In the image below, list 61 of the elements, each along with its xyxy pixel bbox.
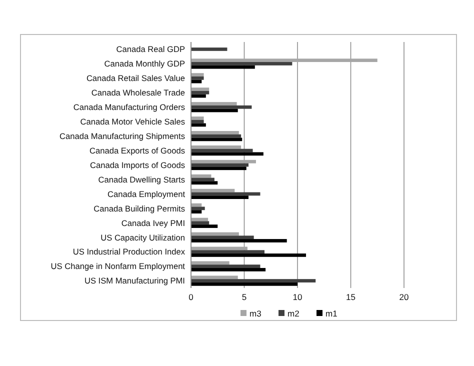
bar bbox=[191, 221, 210, 225]
bar bbox=[191, 145, 242, 149]
y-tick-label: US Industrial Production Index bbox=[72, 246, 186, 257]
bar bbox=[191, 105, 252, 109]
x-tick-label: 20 bbox=[399, 292, 409, 302]
y-tick-label: Canada Dwelling Starts bbox=[98, 174, 185, 184]
bar bbox=[191, 65, 255, 69]
y-tick-label: Canada Real GDP bbox=[116, 44, 186, 54]
bar bbox=[191, 276, 238, 280]
bar bbox=[191, 236, 254, 240]
bar bbox=[191, 88, 210, 91]
bar bbox=[191, 73, 204, 76]
y-tick-label: Canada Exports of Goods bbox=[90, 145, 185, 156]
y-tick-label: US ISM Manufacturing PMI bbox=[84, 276, 185, 286]
y-tick-label: Canada Retail Sales Value bbox=[86, 73, 186, 84]
bar bbox=[191, 268, 266, 272]
bar bbox=[191, 206, 205, 210]
bar bbox=[191, 58, 378, 62]
bar bbox=[191, 196, 249, 200]
y-tick-label: US Change in Nonfarm Employment bbox=[50, 261, 186, 272]
bar bbox=[191, 152, 264, 156]
legend-label: m1 bbox=[326, 308, 338, 319]
bar bbox=[191, 210, 202, 214]
x-tick-label: 0 bbox=[188, 292, 194, 302]
bar bbox=[191, 76, 204, 80]
y-tick-label: Canada Monthly GDP bbox=[104, 58, 186, 69]
legend-label: m3 bbox=[250, 308, 262, 319]
bar bbox=[191, 239, 287, 242]
bar bbox=[191, 188, 235, 192]
y-tick-label: Canada Manufacturing Shipments bbox=[60, 130, 185, 141]
y-tick-label: Canada Ivey PMI bbox=[121, 218, 185, 228]
bar bbox=[191, 279, 316, 282]
bar bbox=[191, 116, 204, 120]
y-tick-label: Canada Building Permits bbox=[94, 203, 185, 214]
bar bbox=[191, 254, 306, 257]
y-tick-label: Canada Imports of Goods bbox=[90, 160, 185, 170]
bar bbox=[191, 174, 212, 178]
y-tick-label: Canada Motor Vehicle Sales bbox=[80, 116, 185, 126]
bar bbox=[191, 264, 260, 268]
bar bbox=[191, 90, 210, 94]
bar bbox=[191, 62, 292, 66]
bar bbox=[191, 261, 230, 265]
bar bbox=[191, 282, 298, 286]
bar bbox=[191, 130, 239, 134]
y-tick-label: Canada Manufacturing Orders bbox=[73, 102, 185, 112]
bar bbox=[191, 160, 256, 164]
bar bbox=[191, 166, 246, 170]
legend-label: m2 bbox=[288, 308, 300, 319]
bar bbox=[191, 102, 237, 106]
bar bbox=[191, 181, 218, 185]
bar bbox=[191, 120, 204, 124]
x-tick-label: 15 bbox=[346, 292, 356, 302]
bar bbox=[191, 250, 264, 254]
y-tick-label: Canada Employment bbox=[108, 188, 186, 199]
bar bbox=[191, 138, 242, 142]
x-tick-label: 5 bbox=[242, 292, 247, 302]
x-tick-label: 10 bbox=[292, 292, 302, 302]
y-tick-label: US Capacity Utilization bbox=[100, 232, 186, 242]
y-tick-label: Canada Wholesale Trade bbox=[91, 88, 186, 98]
bar bbox=[191, 48, 228, 51]
bar bbox=[191, 224, 218, 228]
